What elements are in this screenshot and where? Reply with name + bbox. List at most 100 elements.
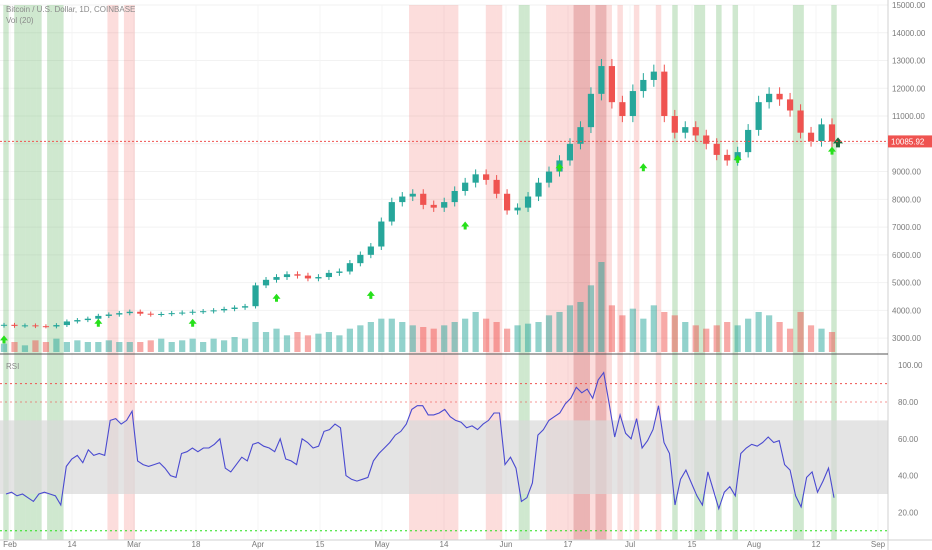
price-tick-label: 6000.00 <box>892 251 921 260</box>
time-tick-label: Sep <box>871 540 886 549</box>
candle-body <box>619 102 626 117</box>
volume-bar <box>598 262 605 352</box>
volume-legend[interactable]: Vol (20) <box>6 16 34 25</box>
candle-body <box>598 66 605 94</box>
candle-body <box>577 127 584 144</box>
time-tick-label: Jul <box>625 540 635 549</box>
candle-body <box>168 313 175 315</box>
rsi-zone <box>420 5 426 540</box>
volume-bar <box>503 328 511 352</box>
rsi-zone <box>606 5 612 540</box>
volume-bar <box>231 337 238 352</box>
rsi-zone <box>518 5 525 540</box>
rsi-zone <box>562 5 569 540</box>
volume-bar <box>483 318 490 352</box>
signal-arrow-icon <box>733 154 742 163</box>
rsi-zone <box>579 5 585 540</box>
rsi-zone <box>112 5 119 540</box>
candle-body <box>535 182 542 197</box>
volume-bar <box>168 342 175 352</box>
rsi-tick-label: 60.00 <box>898 435 919 444</box>
volume-bar <box>451 322 458 352</box>
rsi-zone <box>447 5 453 540</box>
candle-body <box>703 135 710 144</box>
volume-bar <box>220 340 228 352</box>
volume-bar <box>116 342 123 352</box>
rsi-zone <box>425 5 431 540</box>
rsi-zone <box>436 5 442 540</box>
candle-body <box>84 318 91 321</box>
volume-bar <box>74 340 81 352</box>
volume-bar <box>147 340 154 352</box>
time-tick-label: Feb <box>3 540 17 549</box>
rsi-zone <box>655 5 662 540</box>
candle-body <box>63 321 70 326</box>
candle-body <box>241 306 249 308</box>
volume-bar <box>734 325 741 352</box>
rsi-zone <box>491 5 497 540</box>
volume-bar <box>661 312 668 352</box>
candle-body <box>807 132 815 142</box>
volume-bar <box>105 340 112 352</box>
rsi-zone <box>409 5 415 540</box>
rsi-legend[interactable]: RSI <box>6 362 20 371</box>
symbol-legend[interactable]: Bitcoin / U.S. Dollar, 1D, COINBASE <box>6 5 136 14</box>
time-tick-label: Aug <box>747 540 761 549</box>
candle-body <box>126 311 133 314</box>
candle-body <box>189 311 196 313</box>
volume-bar <box>32 340 39 352</box>
volume-bars <box>0 262 836 352</box>
rsi-zone <box>107 5 113 540</box>
volume-bar <box>126 342 133 352</box>
volume-bar <box>42 342 50 352</box>
candle-body <box>325 272 333 278</box>
rsi-zone <box>568 5 574 540</box>
rsi-zone <box>25 5 31 540</box>
volume-bar <box>84 342 91 352</box>
candle-body <box>252 285 259 307</box>
candle-body <box>0 324 8 326</box>
volume-bar <box>828 332 836 352</box>
signal-arrow-icon <box>94 318 103 327</box>
rsi-zone <box>129 5 135 540</box>
candle-body <box>724 154 731 161</box>
rsi-tick-label: 40.00 <box>898 472 919 481</box>
rsi-zone <box>430 5 437 540</box>
candle-body <box>493 179 500 194</box>
price-tick-label: 14000.00 <box>892 29 926 38</box>
candle-body <box>200 311 207 313</box>
candle-body <box>797 110 804 133</box>
volume-bar <box>797 312 804 352</box>
price-tick-label: 3000.00 <box>892 334 921 343</box>
volume-bar <box>786 328 794 352</box>
candle-body <box>294 274 301 276</box>
rsi-zone <box>595 5 601 540</box>
volume-bar <box>755 312 762 352</box>
candle-body <box>388 202 395 222</box>
volume-bar <box>462 318 469 352</box>
current-price-label: 10085.92 <box>891 137 925 146</box>
candle-body <box>514 207 521 211</box>
price-tick-label: 15000.00 <box>892 1 926 10</box>
rsi-zone <box>573 5 580 540</box>
candle-body <box>32 325 39 327</box>
rsi-zone <box>617 5 623 540</box>
rsi-zone <box>584 5 590 540</box>
rsi-zone <box>3 5 9 540</box>
volume-bar <box>566 305 574 352</box>
candle-body <box>210 310 217 312</box>
rsi-zone <box>414 5 420 540</box>
candle-body <box>357 254 364 264</box>
volume-bar <box>21 345 29 352</box>
candle-body <box>315 277 322 279</box>
candle-body <box>283 274 291 278</box>
volume-bar <box>807 325 815 352</box>
signal-arrow-icon <box>0 335 8 344</box>
rsi-tick-label: 20.00 <box>898 508 919 517</box>
rsi-zone <box>14 5 20 540</box>
volume-bar <box>158 338 165 352</box>
rsi-zone <box>452 5 459 540</box>
rsi-zone <box>47 5 53 540</box>
volume-bar <box>63 342 70 352</box>
